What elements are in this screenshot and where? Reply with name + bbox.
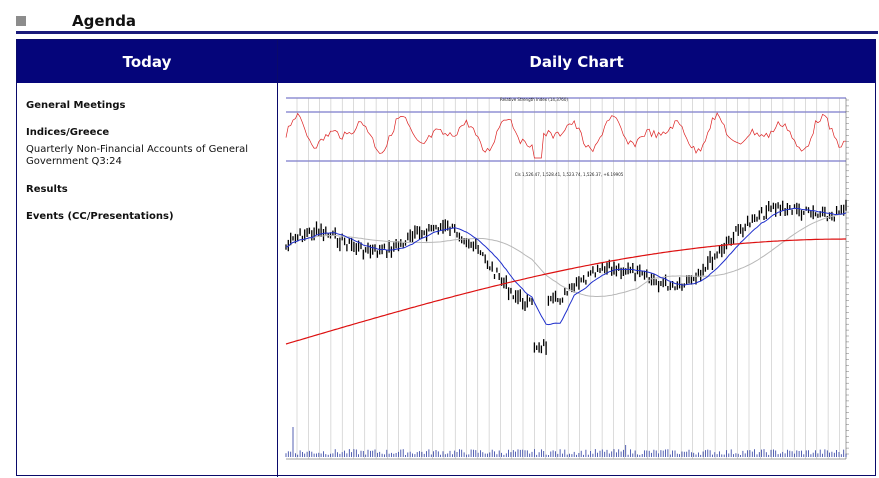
- rsi-title: Relative Strength Index (14,3760): [500, 97, 568, 102]
- ma-mid-line: [285, 212, 847, 297]
- general-meetings-heading: General Meetings: [26, 100, 126, 111]
- bullet-square-icon: [16, 16, 26, 26]
- price-legend: Cls 1,526.47, 1,528.41, 1,523.74, 1,526.…: [515, 172, 624, 177]
- header-divider: [16, 31, 878, 34]
- ma-fast-line: [285, 207, 847, 326]
- daily-chart-column-header: Daily Chart: [278, 40, 875, 83]
- agenda-header: Agenda: [16, 12, 878, 34]
- today-column-header: Today: [17, 40, 277, 83]
- rsi-line: [285, 112, 846, 159]
- indices-item: Quarterly Non-Financial Accounts of Gene…: [26, 144, 249, 167]
- results-heading: Results: [26, 184, 68, 195]
- indices-heading: Indices/Greece: [26, 127, 110, 138]
- daily-chart: Relative Strength Index (14,3760) Cls 1,…: [284, 94, 860, 472]
- column-divider: [277, 40, 278, 477]
- ma-slow-line: [285, 238, 846, 345]
- agenda-table: Today Daily Chart General Meetings Indic…: [16, 39, 876, 477]
- daily-chart-svg: Relative Strength Index (14,3760) Cls 1,…: [285, 97, 849, 460]
- today-column: General Meetings Indices/Greece Quarterl…: [26, 100, 271, 238]
- page-title: Agenda: [72, 12, 137, 30]
- events-heading: Events (CC/Presentations): [26, 211, 174, 222]
